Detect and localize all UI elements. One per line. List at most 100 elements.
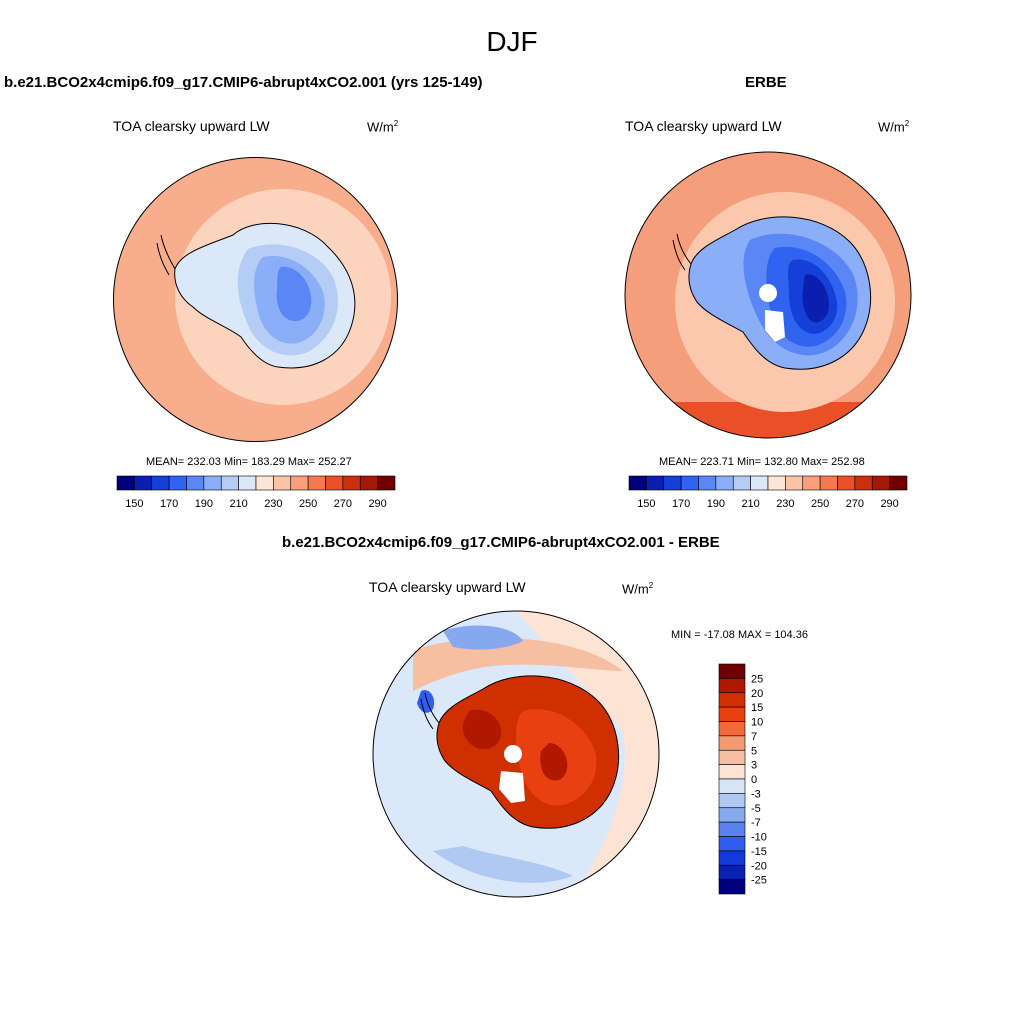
colorbar-tick-label: 10 [751,717,763,729]
stats-diff: MIN = -17.08 MAX = 104.36 [671,629,808,641]
polar-map-diff [372,610,660,898]
colorbar-tick-label: 290 [880,498,898,510]
antarctic-peninsula [672,233,692,271]
colorbar-swatch [718,850,746,866]
colorbar-swatch [255,475,274,491]
colorbar-swatch [307,475,326,491]
colorbar-swatch [718,821,746,837]
colorbar-tick-label: 25 [751,673,763,685]
colorbar-swatch [134,475,153,491]
colorbar-swatch [732,475,751,491]
variable-label-model: TOA clearsky upward LW [113,118,270,134]
missing-data-pole [759,284,777,302]
antarctic-peninsula [420,692,440,730]
land-contour-3 [276,266,312,322]
colorbar-swatch [220,475,239,491]
colorbar-tick-label: 250 [299,498,317,510]
colorbar-obs: 150 170 190 210 230 250 270 290 [628,475,908,510]
colorbar-swatch [718,721,746,737]
colorbar-model: 150 170 190 210 230 250 270 290 [116,475,396,510]
colorbar-swatch [750,475,769,491]
colorbar-swatch [680,475,699,491]
land-contour-2 [462,709,502,750]
colorbar-tick-label: -25 [751,875,767,887]
colorbar-tick-label: -15 [751,846,767,858]
cool-patch-top [443,625,523,650]
colorbar-tick-label: 15 [751,702,763,714]
colorbar-swatch [854,475,873,491]
stats-obs: MEAN= 223.71 Min= 132.80 Max= 252.98 [659,456,865,468]
colorbar-tick-label: -7 [751,817,761,829]
colorbar-tick-label: 210 [229,498,247,510]
missing-data-ross [499,771,525,803]
colorbar-swatch [718,735,746,751]
colorbar-tick-label: 3 [751,760,757,772]
colorbar-swatch [718,692,746,708]
colorbar-swatch [718,764,746,780]
colorbar-tick-label: 250 [811,498,829,510]
colorbar-swatch [871,475,890,491]
colorbar-tick-label: -5 [751,803,761,815]
colorbar-swatch [718,879,746,895]
colorbar-tick-label: 230 [264,498,282,510]
colorbar-tick-label: 150 [125,498,143,510]
colorbar-swatch [767,475,786,491]
colorbar-swatch [116,475,135,491]
panel-title-obs: ERBE [745,74,787,91]
colorbar-swatch [698,475,717,491]
colorbar-swatch [837,475,856,491]
colorbar-swatch [718,793,746,809]
colorbar-swatch [646,475,665,491]
polar-map-model [113,157,398,442]
colorbar-swatch [628,475,647,491]
colorbar-swatch [186,475,205,491]
missing-data-pole [504,745,522,763]
antarctic-peninsula [156,234,176,276]
stats-model: MEAN= 232.03 Min= 183.29 Max= 252.27 [146,456,352,468]
colorbar-swatch [273,475,292,491]
colorbar-tick-label: 190 [707,498,725,510]
land-contour-3 [540,743,568,781]
missing-data-ross [765,310,785,342]
colorbar-tick-label: -10 [751,832,767,844]
warm-sector [516,611,659,897]
variable-label-diff: TOA clearsky upward LW [369,579,526,595]
colorbar-swatch [718,778,746,794]
colorbar-diff: 25 20 15 10 7 5 3 0 -3 -5 -7 -10 -15 -20 -25 [718,663,767,895]
units-label-diff: W/m2 [622,581,654,597]
colorbar-tick-label: -3 [751,788,761,800]
colorbar-swatch [889,475,908,491]
colorbar-swatch [785,475,804,491]
colorbar-tick-label: 230 [776,498,794,510]
panel-title-model: b.e21.BCO2x4cmip6.f09_g17.CMIP6-abrupt4x… [4,74,483,91]
colorbar-tick-label: 290 [368,498,386,510]
colorbar-tick-label: 270 [846,498,864,510]
variable-label-obs: TOA clearsky upward LW [625,118,782,134]
warm-ring-top [413,637,623,691]
colorbar-swatch [238,475,257,491]
colorbar-swatch [718,807,746,823]
page-title: DJF [486,26,538,57]
colorbar-swatch [290,475,309,491]
colorbar-swatch [718,749,746,765]
colorbar-swatch [718,663,746,679]
colorbar-swatch [377,475,396,491]
colorbar-swatch [342,475,361,491]
units-label-model: W/m2 [367,119,399,135]
colorbar-tick-label: 190 [195,498,213,510]
land-contour-4 [802,274,830,323]
colorbar-swatch [819,475,838,491]
colorbar-tick-label: 170 [160,498,178,510]
colorbar-tick-label: 0 [751,774,757,786]
colorbar-swatch [715,475,734,491]
colorbar-tick-label: 7 [751,731,757,743]
colorbar-swatch [168,475,187,491]
colorbar-swatch [718,706,746,722]
colorbar-tick-label: 170 [672,498,690,510]
colorbar-tick-label: 5 [751,745,757,757]
colorbar-tick-label: 150 [637,498,655,510]
colorbar-tick-label: 270 [334,498,352,510]
colorbar-swatch [151,475,170,491]
polar-map-obs [624,151,912,439]
colorbar-swatch [718,836,746,852]
